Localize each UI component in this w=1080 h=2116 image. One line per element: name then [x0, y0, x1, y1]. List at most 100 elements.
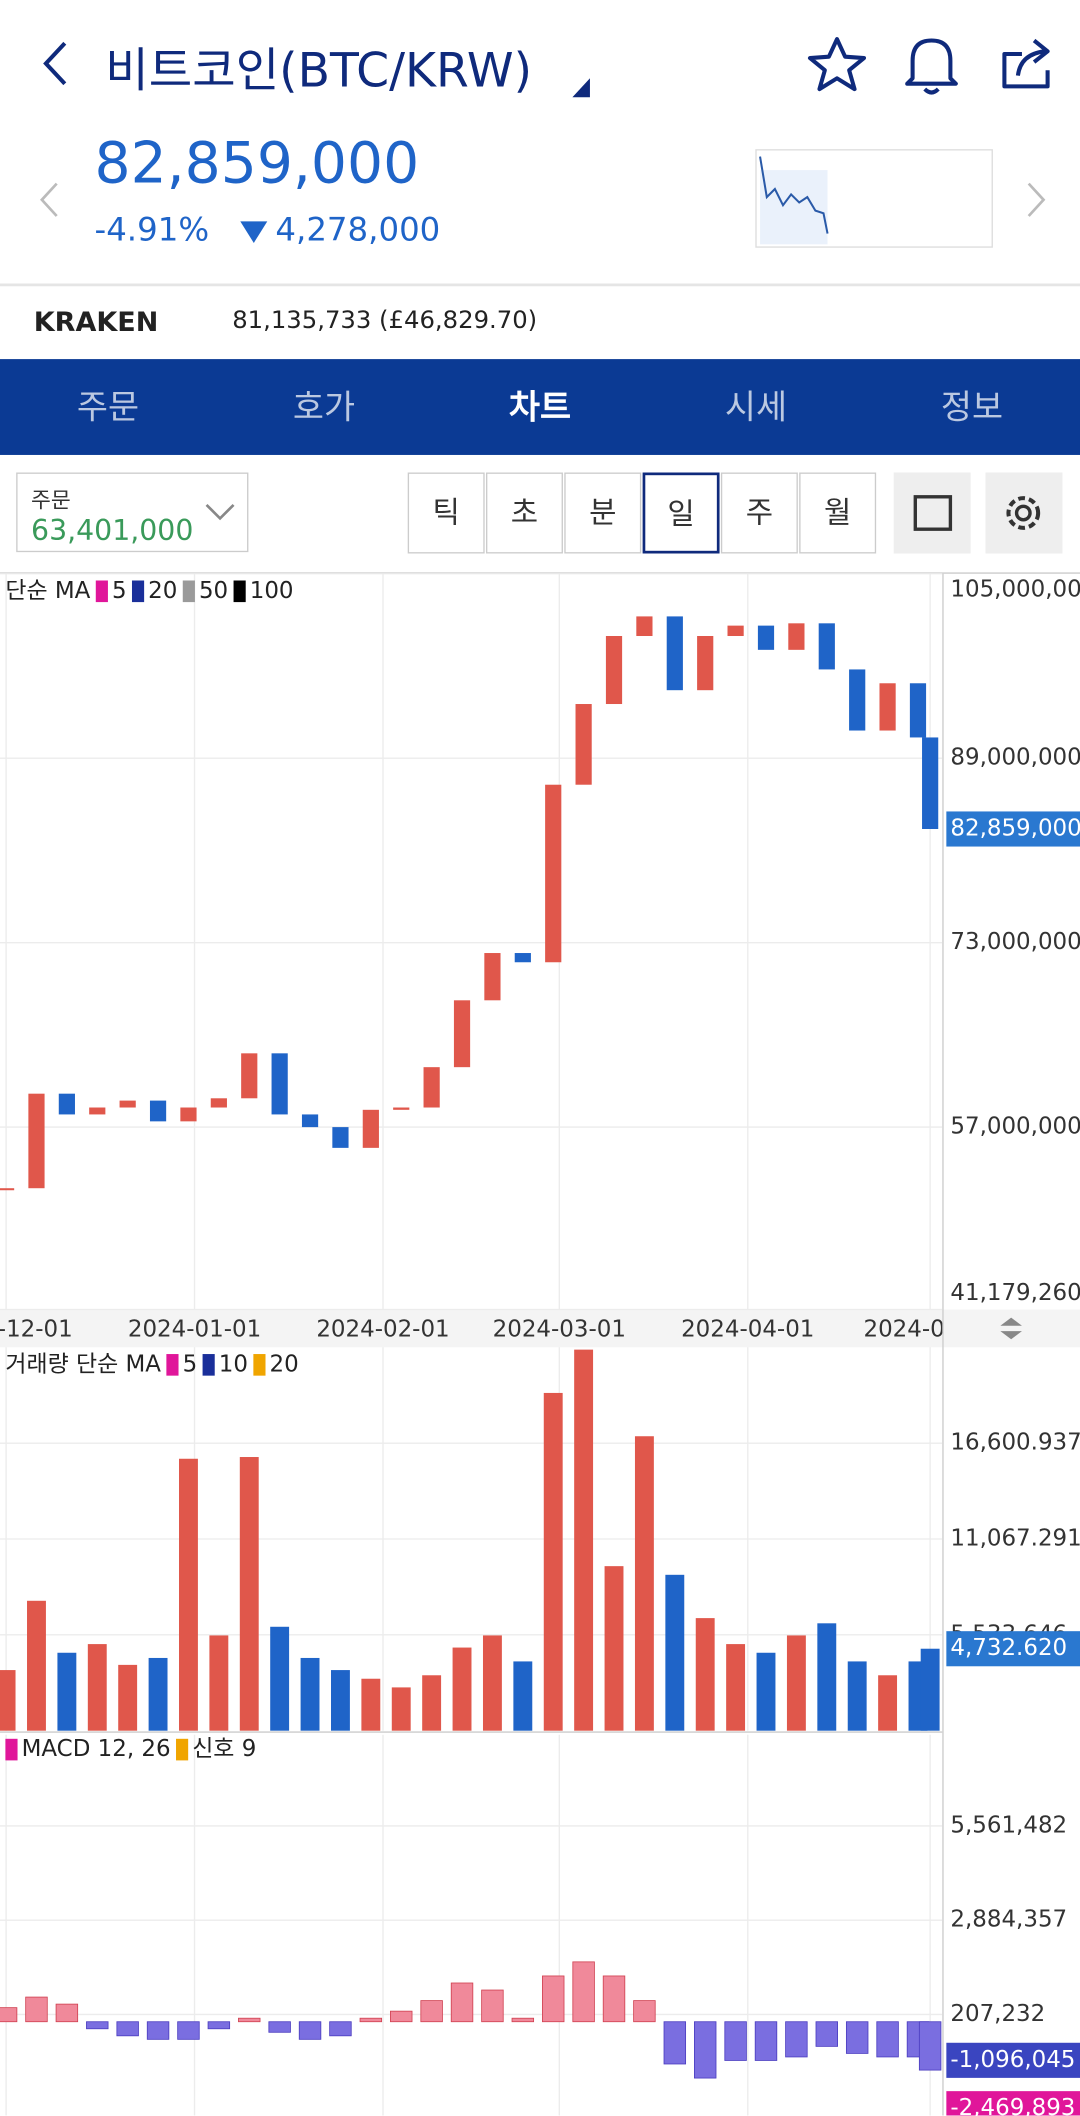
legend-title: 단순 MA	[5, 578, 90, 604]
volume-bar	[422, 1675, 442, 1731]
candle	[119, 1100, 136, 1108]
histogram-bar	[694, 2021, 717, 2079]
title: 비트코인(BTC/KRW)	[105, 44, 533, 99]
x-tick-label: 2024-04-01	[681, 1316, 814, 1342]
back-button[interactable]	[43, 41, 67, 86]
histogram-bar	[450, 1982, 474, 2023]
tab[interactable]: 차트	[508, 387, 572, 427]
histogram-bar	[298, 2021, 322, 2040]
layout-button[interactable]	[893, 472, 971, 554]
volume-bar	[148, 1657, 168, 1731]
y-tick-label: 73,000,000	[950, 929, 1080, 955]
candle	[362, 1109, 379, 1148]
candle	[849, 669, 866, 731]
histogram-bar	[116, 2021, 139, 2037]
candle	[697, 636, 714, 691]
tab[interactable]: 호가	[292, 387, 356, 427]
volume-bar	[270, 1626, 290, 1731]
candle	[180, 1107, 197, 1122]
candle	[545, 784, 562, 963]
candle	[453, 1000, 471, 1068]
settings-button[interactable]	[985, 472, 1063, 554]
period-button[interactable]: 주	[720, 472, 798, 554]
volume-bar	[57, 1652, 77, 1731]
histogram-bar	[268, 2021, 291, 2033]
histogram-bar	[511, 2017, 535, 2023]
legend-swatch	[253, 1354, 266, 1376]
y-tick-label: 16,600.937	[950, 1430, 1080, 1456]
y-tick-label: 2,884,357	[950, 1907, 1067, 1933]
current-value-box	[946, 811, 1080, 847]
legend-swatch	[5, 1738, 18, 1761]
histogram-bar	[0, 2007, 18, 2023]
candle	[393, 1107, 410, 1110]
candle	[89, 1107, 106, 1115]
period-button[interactable]: 월	[799, 472, 877, 554]
tab[interactable]: 주문	[76, 387, 140, 427]
alert-button[interactable]	[905, 38, 958, 95]
candle	[241, 1053, 258, 1099]
x-tick-label: 2024-03-01	[493, 1316, 626, 1342]
current-value-box	[946, 1631, 1080, 1667]
legend-label: 50	[199, 578, 228, 604]
volume-bar	[634, 1436, 654, 1731]
volume-bar	[726, 1644, 746, 1731]
resize-handle[interactable]	[1000, 1317, 1022, 1340]
x-tick-label: 2024-01-01	[128, 1316, 261, 1342]
candle	[301, 1114, 319, 1128]
period-button[interactable]: 분	[564, 472, 642, 554]
period-button[interactable]: 틱	[407, 472, 485, 554]
volume-bar	[513, 1661, 533, 1731]
period-button[interactable]: 초	[486, 472, 563, 554]
exchange-price: 81,135,733 (£46,829.70)	[232, 306, 538, 335]
current-value-label: -2,469,893	[950, 2095, 1075, 2115]
histogram-bar	[207, 2021, 231, 2030]
volume-bar	[665, 1574, 685, 1731]
volume-bar	[361, 1678, 381, 1731]
candle	[605, 636, 623, 705]
order-value: 63,401,000	[31, 514, 194, 547]
candle	[757, 625, 775, 650]
order-chevron[interactable]	[205, 503, 235, 521]
volume-bar	[239, 1457, 259, 1731]
histogram-bar	[754, 2021, 778, 2061]
sparkline	[759, 156, 829, 234]
order-box[interactable]: 주문 63,401,000	[16, 472, 249, 553]
x-tick-label: 2023-12-01	[0, 1316, 73, 1342]
legend-swatch	[233, 580, 246, 603]
current-value-label: 4,732.620	[950, 1635, 1067, 1661]
candle	[28, 1093, 45, 1189]
share-button[interactable]	[1002, 38, 1050, 89]
volume-bar	[27, 1600, 46, 1731]
legend-swatch	[166, 1354, 179, 1376]
candle	[514, 953, 531, 963]
next-button[interactable]	[1027, 182, 1046, 217]
y-tick-label: 11,067.291	[950, 1526, 1080, 1552]
legend-swatch	[182, 580, 195, 603]
y-tick-label: 41,179,260	[950, 1280, 1080, 1306]
period-button[interactable]: 일	[642, 472, 720, 554]
candle	[909, 683, 927, 738]
histogram-bar	[359, 2017, 383, 2023]
volume-bar	[391, 1687, 411, 1731]
plot-area: 2023-12-01 2024-01-01 2024-02-01 2024-03-01…	[0, 573, 996, 2116]
title-dropdown[interactable]	[572, 78, 590, 98]
volume-bar	[920, 1648, 940, 1731]
y-tick-label: 207,232	[950, 2001, 1045, 2027]
histogram-bar	[663, 2021, 687, 2065]
candle	[879, 683, 896, 731]
legend-label: MACD 12, 26	[22, 1736, 171, 1762]
sparkline-area	[760, 170, 828, 245]
histogram-bar	[602, 1975, 626, 2023]
favorite-button[interactable]	[807, 37, 867, 92]
histogram-bar	[918, 2021, 942, 2071]
x-tick-label: 2024-05-01	[863, 1316, 996, 1342]
tab[interactable]: 시세	[724, 387, 788, 427]
tab[interactable]: 정보	[940, 387, 1004, 427]
candle	[271, 1053, 288, 1115]
histogram-bar	[146, 2021, 170, 2040]
candle	[423, 1067, 440, 1108]
prev-button[interactable]	[40, 182, 58, 217]
